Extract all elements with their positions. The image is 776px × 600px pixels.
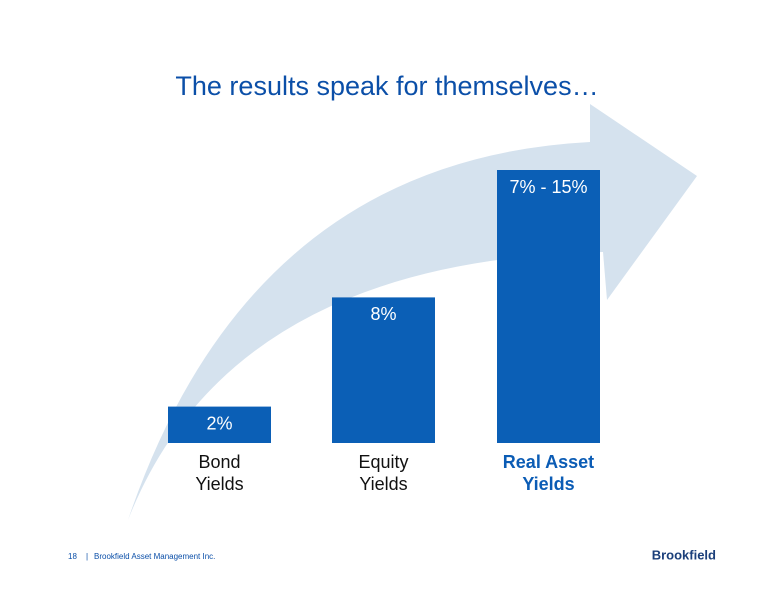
logo: Brookfield — [652, 547, 716, 562]
category-label: Real Asset Yields — [502, 452, 595, 494]
page-number: 18 — [68, 552, 77, 561]
bar — [168, 406, 271, 443]
value-label: 7% - 15% — [509, 177, 587, 197]
bar — [332, 297, 435, 443]
company-name: Brookfield Asset Management Inc. — [94, 552, 215, 561]
value-label: 2% — [206, 413, 232, 433]
bar — [497, 170, 600, 443]
category-label: Equity Yields — [358, 452, 409, 494]
chart-title: The results speak for themselves… — [175, 71, 598, 101]
value-label: 8% — [370, 304, 396, 324]
category-label: Bond Yields — [195, 452, 244, 494]
separator: | — [86, 552, 88, 561]
